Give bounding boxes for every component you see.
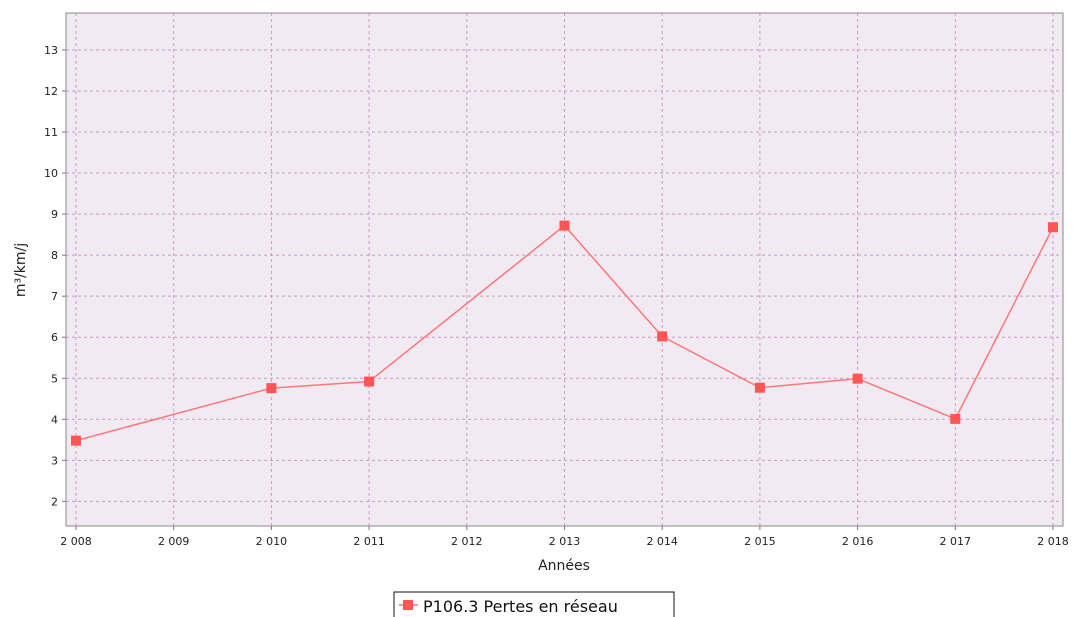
x-axis: 2 008 2 009 2 010 2 011 2 012 2 013 2 014 2 015…	[60, 526, 1069, 548]
data-point-marker	[754, 382, 765, 393]
x-tick-label: 2 018	[1037, 535, 1069, 548]
y-tick-label: 7	[51, 290, 58, 303]
x-tick-label: 2 009	[158, 535, 190, 548]
data-point-marker	[950, 413, 961, 424]
legend: P106.3 Pertes en réseau	[393, 591, 675, 617]
x-tick-label: 2 010	[256, 535, 288, 548]
data-point-marker	[71, 435, 81, 446]
x-tick-label: 2 015	[744, 535, 776, 548]
y-tick-label: 12	[44, 85, 58, 98]
y-tick-label: 13	[44, 44, 58, 57]
data-point-marker	[1048, 222, 1058, 233]
x-tick-label: 2 013	[549, 535, 581, 548]
data-point-marker	[364, 376, 375, 387]
y-axis-title: m³/km/j	[13, 243, 29, 297]
legend-label: P106.3 Pertes en réseau	[423, 597, 618, 616]
x-tick-label: 2 012	[451, 535, 483, 548]
data-point-marker	[852, 373, 863, 384]
y-tick-label: 6	[51, 331, 58, 344]
data-point-marker	[559, 220, 570, 231]
x-tick-label: 2 017	[940, 535, 972, 548]
y-tick-label: 4	[51, 413, 58, 426]
plot-area	[65, 12, 1064, 527]
y-tick-label: 10	[44, 167, 58, 180]
x-tick-label: 2 014	[646, 535, 678, 548]
series-layer	[71, 220, 1058, 446]
x-axis-title: Années	[538, 558, 590, 574]
y-tick-label: 8	[51, 249, 58, 262]
legend-box	[393, 591, 675, 617]
x-tick-label: 2 008	[60, 535, 92, 548]
y-tick-label: 2	[51, 495, 58, 508]
y-axis: 2 3 4 5 6 7 8 9 10 11 12 13	[44, 44, 66, 508]
x-tick-label: 2 016	[842, 535, 874, 548]
y-tick-label: 9	[51, 208, 58, 221]
y-tick-label: 11	[44, 126, 58, 139]
grid	[66, 13, 1063, 526]
data-point-marker	[657, 331, 668, 342]
data-point-marker	[266, 383, 277, 394]
x-tick-label: 2 011	[353, 535, 385, 548]
legend-marker-icon	[403, 600, 413, 610]
y-tick-label: 5	[51, 372, 58, 385]
y-tick-label: 3	[51, 454, 58, 467]
